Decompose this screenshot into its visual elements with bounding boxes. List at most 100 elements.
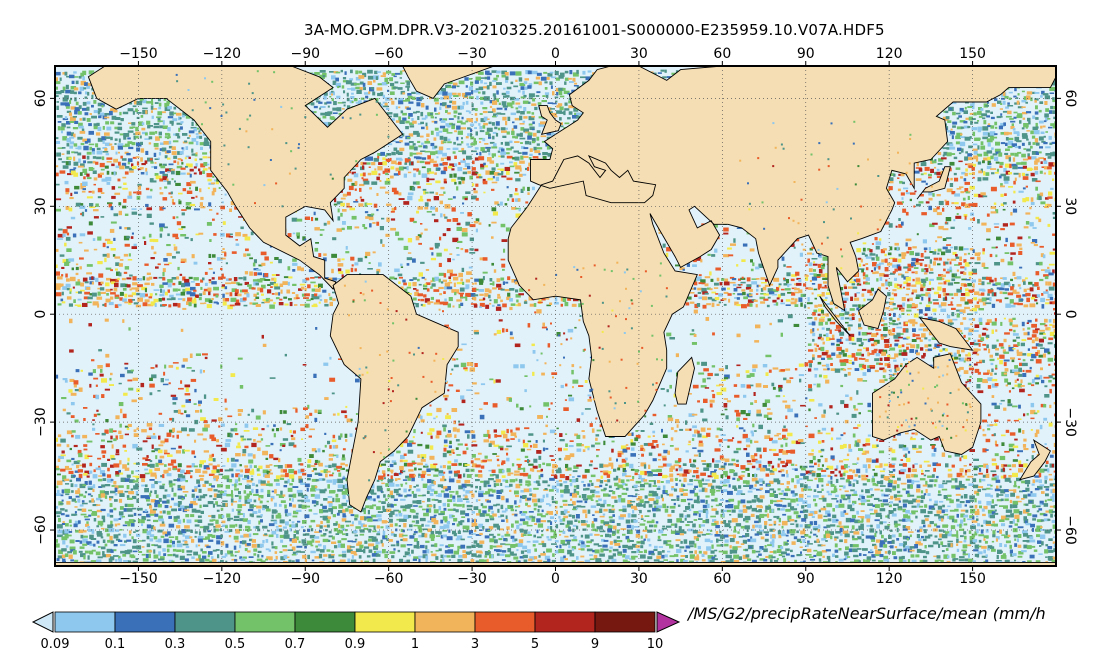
precip-cell [208, 202, 212, 207]
precip-cell [990, 125, 995, 129]
precip-cell [369, 187, 372, 190]
precip-cell [182, 112, 187, 116]
precip-cell [928, 197, 933, 201]
precip-cell [440, 97, 445, 100]
precip-cell [117, 145, 123, 150]
precip-cell [70, 86, 77, 90]
precip-cell [411, 161, 414, 166]
precip-cell [59, 77, 62, 81]
precip-cell [393, 113, 399, 118]
precip-cell [505, 120, 508, 126]
precip-cell [313, 105, 318, 109]
precip-cell [395, 120, 402, 123]
precip-cell [531, 138, 536, 143]
precip-cell [515, 107, 519, 110]
precip-cell [96, 147, 101, 151]
precip-cell [1004, 152, 1009, 155]
precip-cell [568, 105, 575, 109]
precip-cell [212, 187, 217, 193]
precip-cell [84, 112, 89, 116]
precip-cell [471, 171, 478, 176]
precip-cell [171, 120, 174, 125]
precip-cell [360, 198, 365, 202]
precip-cell [135, 156, 140, 159]
precip-cell [501, 70, 507, 75]
precip-cell [409, 125, 415, 128]
precip-cell [424, 161, 431, 165]
precip-cell [972, 172, 975, 176]
precip-cell [216, 212, 219, 215]
precip-cell [499, 201, 503, 206]
precip-cell [146, 213, 152, 218]
precip-cell [351, 171, 356, 175]
precip-cell [928, 176, 932, 179]
precip-cell [66, 110, 72, 113]
precip-cell [424, 140, 431, 144]
precip-cell [483, 86, 488, 89]
precip-cell [198, 168, 201, 172]
precip-cell [105, 176, 112, 182]
precip-cell [77, 152, 82, 156]
precip-cell [483, 162, 486, 166]
precip-cell [344, 71, 347, 75]
precip-cell [456, 143, 462, 146]
precip-cell [442, 152, 447, 157]
precip-cell [341, 85, 345, 89]
precip-cell [1025, 212, 1031, 215]
precip-cell [114, 131, 120, 134]
precip-cell [889, 181, 894, 184]
precip-cell [191, 148, 194, 153]
precip-cell [549, 81, 553, 85]
precip-cell [1052, 99, 1056, 103]
precip-cell [78, 122, 83, 128]
precip-cell [1052, 110, 1056, 114]
precip-cell [66, 150, 70, 155]
precip-cell [959, 186, 964, 188]
precip-cell [385, 172, 389, 176]
precip-cell [96, 156, 102, 160]
precip-cell [186, 190, 193, 194]
precip-cell [1016, 140, 1022, 143]
precip-cell [515, 71, 522, 76]
precip-cell [349, 100, 354, 104]
precip-cell [101, 136, 107, 141]
precip-cell [1008, 186, 1013, 188]
precip-cell [109, 228, 115, 233]
precip-cell [489, 141, 495, 144]
precip-cell [424, 150, 431, 153]
precip-cell [375, 98, 379, 102]
precip-cell [1010, 126, 1015, 130]
precip-cell [124, 213, 129, 216]
precip-cell [426, 177, 430, 183]
precip-cell [368, 98, 375, 100]
precip-cell [162, 120, 165, 125]
precip-cell [101, 104, 104, 108]
precip-cell [439, 200, 443, 205]
precip-cell [527, 186, 530, 192]
precip-cell [528, 123, 533, 126]
precip-cell [109, 110, 113, 116]
precip-cell [189, 203, 196, 207]
precip-cell [461, 116, 464, 120]
precip-cell [62, 118, 69, 121]
precip-cell [536, 130, 541, 134]
precip-cell [457, 112, 462, 115]
precip-cell [110, 121, 115, 125]
precip-cell [407, 192, 414, 196]
precip-cell [65, 206, 70, 210]
precip-cell [95, 203, 99, 207]
precip-cell [81, 211, 85, 217]
precip-cell [943, 151, 948, 156]
precip-cell [1045, 203, 1049, 209]
precip-cell [438, 130, 443, 133]
precip-cell [333, 112, 338, 114]
precip-cell [158, 102, 162, 107]
precip-cell [394, 207, 397, 211]
precip-cell [1025, 185, 1028, 188]
precip-cell [1028, 141, 1031, 146]
precip-cell [86, 85, 90, 89]
precip-cell [523, 116, 528, 119]
precip-cell [104, 132, 110, 136]
precip-cell [529, 153, 533, 156]
precip-cell [320, 106, 326, 108]
